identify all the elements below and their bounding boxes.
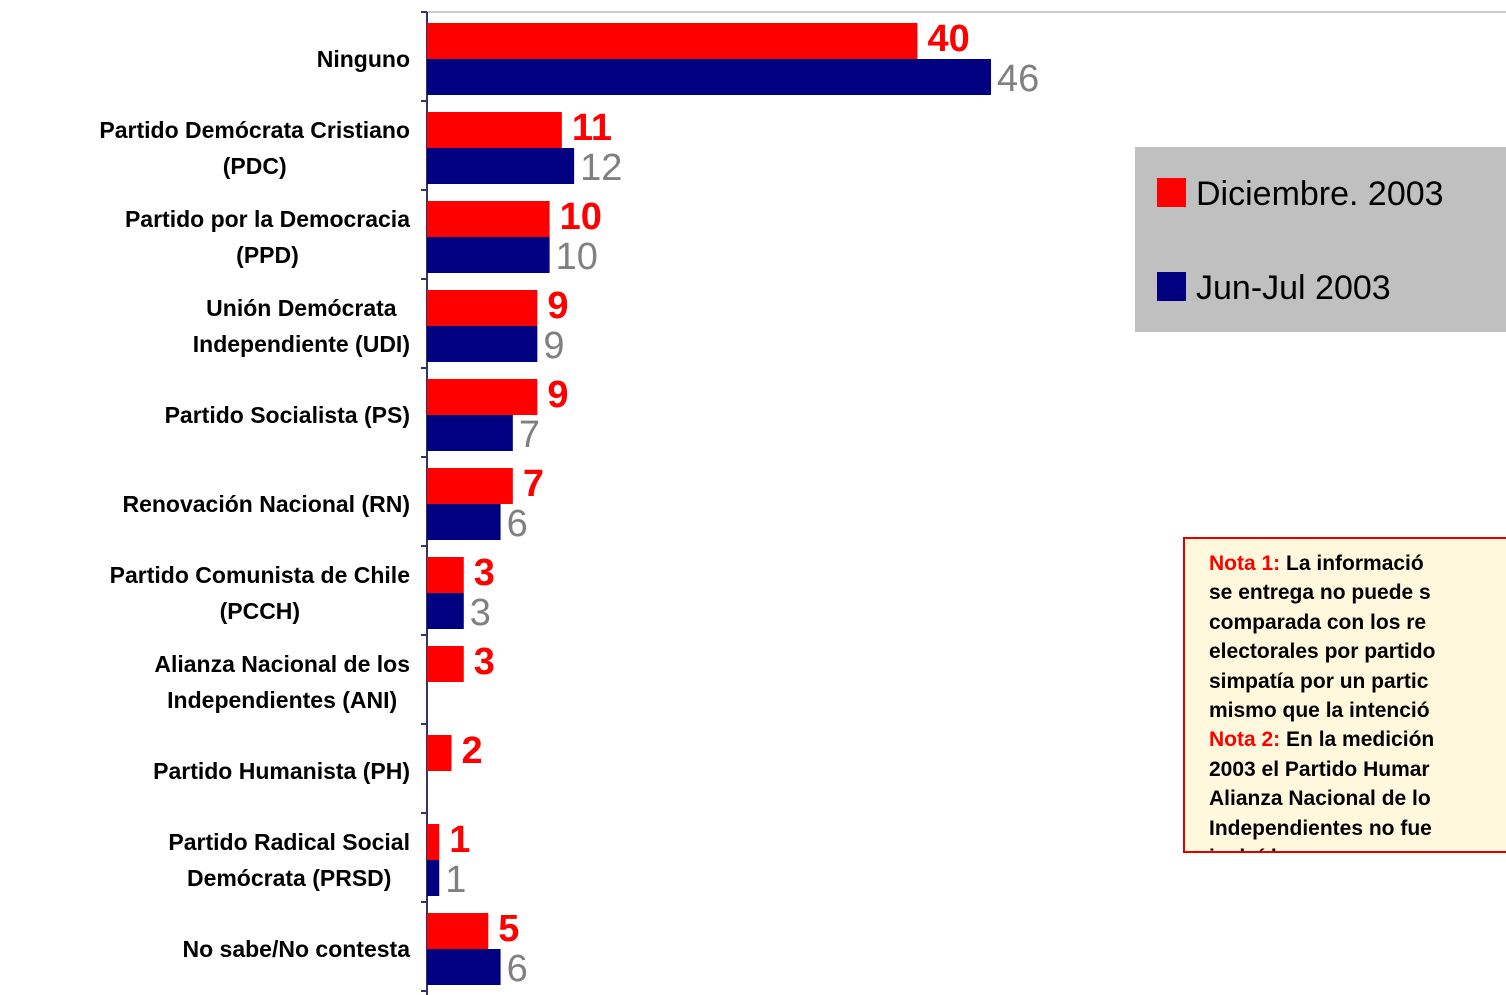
bar: [427, 148, 575, 184]
value-label: 6: [507, 503, 528, 545]
category-label: Unión Demócrata Independiente (UDI): [192, 294, 410, 357]
bar: [427, 860, 440, 896]
note-line: se entrega no puede s: [1209, 578, 1506, 607]
note-label: Nota 2:: [1209, 728, 1281, 752]
category-label: Partido Demócrata Cristiano (PDC): [99, 116, 410, 179]
value-label: 3: [474, 641, 495, 683]
note-line: incluídos: [1209, 843, 1506, 851]
value-label: 11: [572, 107, 612, 149]
value-label: 7: [523, 463, 544, 505]
bar: [427, 415, 513, 451]
note-text: Independientes no fue: [1209, 816, 1432, 840]
category-label: Partido Radical Social Demócrata (PRSD): [168, 828, 410, 891]
legend-label: Diciembre. 2003: [1196, 175, 1444, 213]
note-text: mismo que la intenció: [1209, 699, 1430, 723]
note-label: Nota 1:: [1209, 552, 1281, 575]
category-label: Alianza Nacional de los Independientes (…: [154, 650, 410, 713]
note-text: Alianza Nacional de lo: [1209, 787, 1431, 811]
legend-entry: Diciembre. 2003: [1157, 175, 1444, 214]
bar: [427, 201, 550, 237]
bar: [427, 504, 501, 540]
note-line: Alianza Nacional de lo: [1209, 784, 1506, 813]
category-label: Ninguno: [316, 45, 410, 72]
value-label: 2: [462, 730, 483, 772]
bar: [427, 59, 992, 95]
bar: [427, 237, 550, 273]
bar: [427, 468, 513, 504]
value-label: 10: [556, 236, 598, 278]
value-label: 40: [927, 18, 969, 60]
value-label: 12: [580, 147, 622, 189]
note-text: La informació: [1286, 552, 1424, 575]
bar: [427, 23, 918, 59]
bar: [427, 646, 464, 682]
note-line: Independientes no fue: [1209, 814, 1506, 843]
bar: [427, 290, 538, 326]
category-label: Partido Comunista de Chile (PCCH): [109, 561, 410, 624]
category-label: Partido Socialista (PS): [164, 401, 410, 428]
bar: [427, 112, 562, 148]
bar: [427, 824, 440, 860]
note-line: simpatía por un partic: [1209, 667, 1506, 696]
note-line: electorales por partido: [1209, 637, 1506, 666]
note-line: 2003 el Partido Humar: [1209, 755, 1506, 784]
value-label: 7: [519, 414, 540, 456]
legend-swatch: [1157, 178, 1186, 207]
legend: Diciembre. 2003 Jun-Jul 2003: [1135, 147, 1506, 332]
note-text: se entrega no puede s: [1209, 581, 1431, 605]
bar: [427, 735, 452, 771]
value-label: 10: [560, 196, 602, 238]
note-text: 2003 el Partido Humar: [1209, 757, 1430, 781]
legend-entry: Jun-Jul 2003: [1157, 269, 1391, 308]
category-label: Partido por la Democracia (PPD): [124, 205, 410, 268]
note-text: incluídos: [1209, 846, 1301, 851]
note-text: electorales por partido: [1209, 640, 1436, 664]
value-label: 9: [543, 325, 564, 367]
value-label: 3: [474, 552, 495, 594]
note-line: Nota 1: La informació: [1209, 549, 1506, 578]
value-label: 3: [470, 592, 491, 634]
bar: [427, 949, 501, 985]
note-box: Nota 1: La informació se entrega no puede…: [1183, 537, 1506, 853]
value-label: 9: [547, 374, 568, 416]
note-line: comparada con los re: [1209, 608, 1506, 637]
category-label: Partido Humanista (PH): [153, 757, 410, 784]
value-label: 5: [498, 908, 519, 950]
bar: [427, 326, 538, 362]
value-label: 46: [997, 58, 1039, 100]
bar: [427, 913, 489, 949]
category-label: Renovación Nacional (RN): [122, 490, 410, 517]
bar: [427, 557, 464, 593]
bar: [427, 593, 464, 629]
note-text: simpatía por un partic: [1209, 669, 1429, 693]
note-line: Nota 2: En la medición: [1209, 725, 1506, 754]
value-label: 1: [445, 859, 466, 901]
value-label: 9: [547, 285, 568, 327]
note-text: comparada con los re: [1209, 610, 1427, 634]
value-label: 1: [449, 819, 470, 861]
value-label: 6: [507, 948, 528, 990]
note-line: mismo que la intenció: [1209, 696, 1506, 725]
category-label: No sabe/No contesta: [182, 935, 411, 962]
note-text: En la medición: [1286, 728, 1435, 752]
legend-label: Jun-Jul 2003: [1196, 269, 1391, 307]
bar: [427, 379, 538, 415]
legend-swatch: [1157, 272, 1186, 301]
